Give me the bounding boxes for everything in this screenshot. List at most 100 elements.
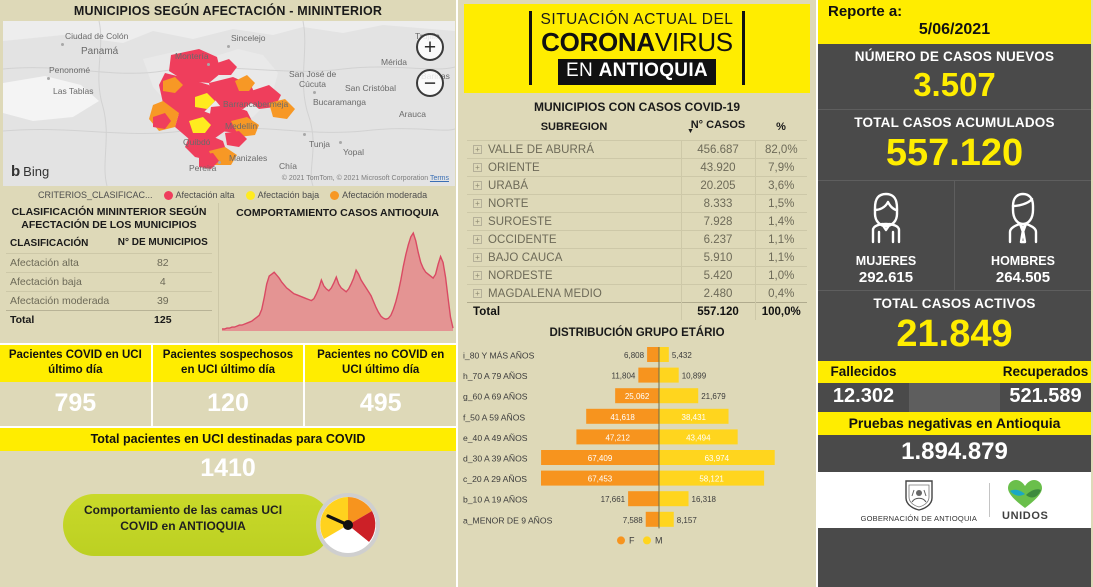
map-label: Mérida (381, 57, 407, 67)
expand-icon[interactable]: + (473, 252, 482, 262)
uci-covid-label: Pacientes COVID en UCI último día (0, 345, 151, 382)
logo-corona-text: CORONA (541, 27, 655, 58)
map-label: Cúcuta (299, 79, 326, 89)
casos-acumulados-value: 557.120 (885, 132, 1024, 174)
map-regions (149, 49, 295, 169)
table-row[interactable]: + OCCIDENTE 6.237 1,1% (467, 230, 807, 249)
table-row[interactable]: + MAGDALENA MEDIO 2.480 0,4% (467, 284, 807, 303)
clasificacion-value: 4 (113, 272, 212, 292)
footer-logos: GOBERNACIÓN DE ANTIOQUIA UNIDOS (818, 472, 1091, 528)
casos-acumulados-label: TOTAL CASOS ACUMULADOS (854, 115, 1055, 130)
map-graphic (3, 21, 455, 186)
svg-text:47,212: 47,212 (605, 433, 630, 442)
map-terms-link[interactable]: Terms (429, 175, 449, 182)
cases-area-chart[interactable] (219, 221, 456, 333)
table-row[interactable]: + NORDESTE 5.420 1,0% (467, 266, 807, 285)
subregion-cases: 456.687 (680, 140, 755, 159)
legend-label: Afectación moderada (342, 190, 428, 200)
report-date-band: Reporte a: 5/06/2021 (818, 0, 1091, 44)
expand-icon[interactable]: + (473, 180, 482, 190)
table-row[interactable]: + VALLE DE ABURRÁ 456.687 82,0% (467, 140, 807, 159)
clasificacion-title: CLASIFICACIÓN MININTERIOR SEGÚN AFECTACI… (11, 206, 207, 232)
expand-icon[interactable]: + (473, 144, 482, 154)
logo-en-text: EN (566, 59, 599, 81)
logo-virus-text: VIRUS (654, 27, 733, 58)
unidos-label: UNIDOS (1002, 509, 1049, 522)
table-row[interactable]: + NORTE 8.333 1,5% (467, 194, 807, 213)
zoom-out-button[interactable]: − (416, 69, 444, 97)
recuperados-value: 521.589 (1000, 383, 1091, 412)
svg-text:16,318: 16,318 (692, 495, 717, 504)
svg-text:63,974: 63,974 (705, 454, 730, 463)
zoom-in-button[interactable]: + (416, 33, 444, 61)
svg-text:h_70 A 79 AÑOS: h_70 A 79 AÑOS (463, 371, 528, 381)
pruebas-negativas-value: 1.894.879 (818, 435, 1091, 472)
expand-icon[interactable]: + (473, 234, 482, 244)
age-distribution-pyramid[interactable]: i_80 Y MÁS AÑOS 6,808 5,432 h_70 A 79 AÑOS 1… (459, 341, 815, 553)
coronavirus-logo: SITUACIÓN ACTUAL DEL CORONAVIRUS EN ANTI… (464, 4, 810, 93)
subregion-pct: 82,0% (754, 140, 807, 159)
subregion-cases: 5.910 (680, 248, 755, 267)
table-row[interactable]: + ORIENTE 43.920 7,9% (467, 158, 807, 177)
expand-icon[interactable]: + (473, 288, 482, 298)
subregion-pct: 1,5% (754, 194, 807, 213)
logo-rule-right (742, 11, 746, 85)
subregion-cases: 5.420 (680, 266, 755, 285)
clasificacion-total-value: 125 (113, 310, 212, 330)
subregion-name: + BAJO CAUCA (467, 248, 681, 267)
table-row[interactable]: Afectación baja 4 (6, 272, 212, 292)
uci-gauge-badge[interactable]: Comportamiento de las camas UCI COVID en… (63, 492, 393, 558)
map-label: Las Tablas (53, 86, 94, 96)
subregion-total-pct: 100,0% (754, 302, 807, 320)
map-label: Pereira (189, 163, 217, 173)
map-attribution: © 2021 TomTom, © 2021 Microsoft Corporat… (282, 175, 449, 182)
map-label: Tunja (309, 139, 330, 149)
svg-text:17,661: 17,661 (601, 495, 626, 504)
sort-descending-icon: ▼ (687, 128, 694, 135)
svg-text:a_MENOR DE 9 AÑOS: a_MENOR DE 9 AÑOS (463, 515, 553, 525)
uci-no-covid-label: Pacientes no COVID en UCI último día (305, 345, 457, 382)
legend-item-moderada[interactable]: Afectación moderada (330, 190, 427, 200)
subregion-pct: 7,9% (754, 158, 807, 177)
unidos-logo: UNIDOS (1002, 479, 1048, 522)
expand-icon[interactable]: + (473, 270, 482, 280)
right-column: Reporte a: 5/06/2021 NÚMERO DE CASOS NUE… (818, 0, 1091, 587)
logo-line-1: SITUACIÓN ACTUAL DEL (540, 11, 734, 29)
uci-sospechosos-card: Pacientes sospechosos en UCI último día … (152, 345, 306, 426)
expand-icon[interactable]: + (473, 216, 482, 226)
svg-text:41,618: 41,618 (610, 413, 635, 422)
map-label: Barrancabermeja (223, 99, 289, 109)
unidos-heart-icon (1008, 479, 1043, 508)
casos-nuevos-value: 3.507 (913, 66, 996, 103)
municipios-header-casos[interactable]: N° CASOS ▼ (681, 118, 755, 141)
table-row[interactable]: + URABÁ 20.205 3,6% (467, 176, 807, 195)
municipios-header-pct[interactable]: % (776, 121, 786, 133)
municipios-header-subregion[interactable]: SUBREGION (540, 121, 608, 133)
fallecidos-label: Fallecidos (818, 361, 909, 383)
expand-icon[interactable]: + (473, 198, 482, 208)
svg-text:b_10 A 19 AÑOS: b_10 A 19 AÑOS (463, 495, 528, 505)
subregion-cases: 7.928 (680, 212, 755, 231)
svg-text:21,679: 21,679 (701, 392, 726, 401)
legend-item-baja[interactable]: Afectación baja (245, 190, 319, 200)
subregion-cases: 20.205 (680, 176, 755, 195)
map-label: Ciudad de Colón (65, 31, 129, 41)
table-row[interactable]: Afectación moderada 39 (6, 291, 212, 311)
svg-text:6,808: 6,808 (624, 351, 645, 360)
legend-item-alta[interactable]: Afectación alta (163, 190, 235, 200)
uci-no-covid-value: 495 (359, 388, 402, 417)
table-row[interactable]: Afectación alta 82 (6, 253, 212, 273)
svg-text:11,804: 11,804 (611, 372, 635, 381)
uci-no-covid-card: Pacientes no COVID en UCI último día 495 (305, 345, 457, 426)
clasificacion-panel: CLASIFICACIÓN MININTERIOR SEGÚN AFECTACI… (0, 203, 218, 343)
svg-text:7,588: 7,588 (623, 516, 644, 525)
uci-covid-value: 795 (54, 388, 97, 417)
subregion-total-label: Total (467, 302, 681, 320)
municipios-table: SUBREGION N° CASOS ▼ % + VALLE DE ABURRÁ … (467, 118, 807, 320)
casos-acumulados-card: TOTAL CASOS ACUMULADOS 557.120 (818, 110, 1091, 180)
table-row[interactable]: + BAJO CAUCA 5.910 1,1% (467, 248, 807, 267)
expand-icon[interactable]: + (473, 162, 482, 172)
table-row[interactable]: + SUROESTE 7.928 1,4% (467, 212, 807, 231)
bing-label: Bing (23, 164, 50, 179)
antioquia-map[interactable]: Ciudad de Colón Panamá Penonomé Las Tabl… (3, 21, 455, 186)
